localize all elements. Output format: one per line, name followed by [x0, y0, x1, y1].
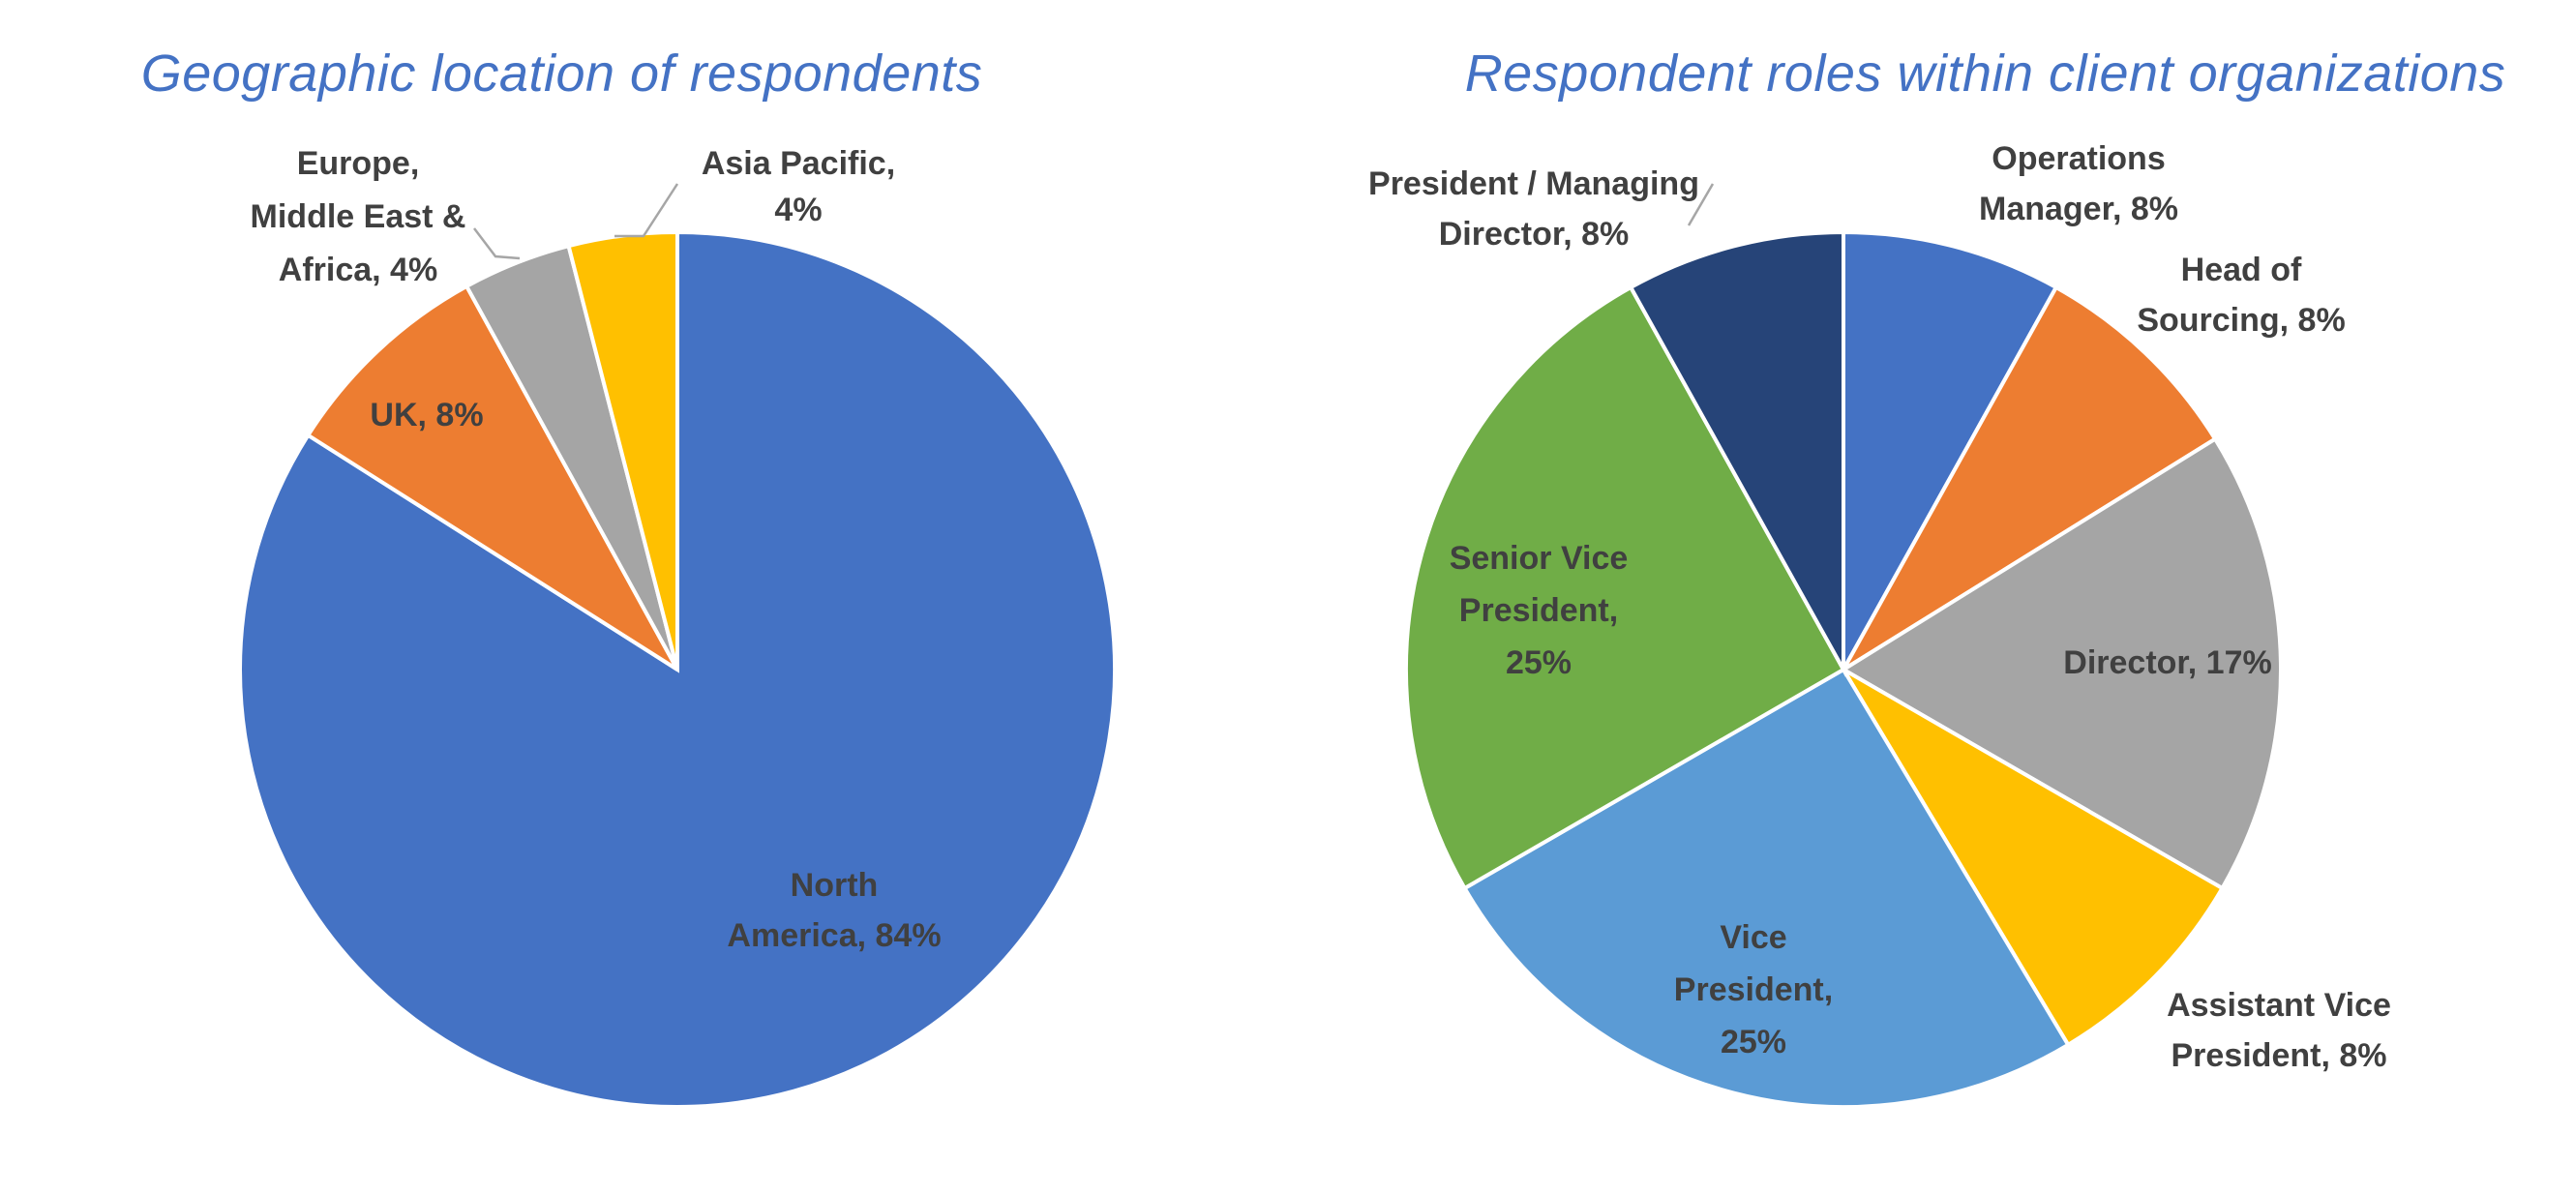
data-label-president-managing-director: President / Managing Director, 8% — [1368, 165, 1699, 253]
data-label-line: Director, 17% — [2063, 644, 2271, 681]
pie-slice-assistant-vice-president — [1838, 664, 2226, 1048]
data-label-assistant-vice-president: Assistant Vice President, 8% — [2167, 987, 2391, 1074]
data-label-line: President / Managing — [1368, 165, 1699, 202]
data-label-line: President, — [1459, 592, 1618, 629]
data-label-line: Africa, 4% — [279, 252, 437, 288]
data-label-director: Director, 17% — [2063, 644, 2271, 681]
data-label-line: UK, 8% — [370, 397, 483, 433]
data-label-line: 4% — [774, 192, 822, 228]
data-label-line: 25% — [1506, 644, 1572, 681]
data-label-line: Sourcing, 8% — [2137, 302, 2345, 339]
data-label-line: Europe, — [297, 145, 420, 182]
data-label-line: Manager, 8% — [1979, 191, 2178, 227]
data-label-line: Director, 8% — [1439, 216, 1630, 253]
data-label-operations-manager: Operations Manager, 8% — [1979, 140, 2178, 227]
geography-pie-chart: Geographic location of respondents — [140, 45, 983, 103]
data-label-line: North — [791, 867, 879, 904]
leader-line-president-managing-director — [1687, 183, 1715, 226]
chart-title: Geographic location of respondents — [140, 45, 983, 103]
data-label-europe-middle-east-africa: Europe, Middle East & Africa, 4% — [251, 145, 466, 288]
data-label-vice-president: Vice President, 25% — [1674, 919, 1833, 1060]
data-label-head-of-sourcing: Head of Sourcing, 8% — [2137, 252, 2345, 339]
pie-slice-operations-manager — [1842, 229, 2059, 677]
leader-line-europe-middle-east-africa — [473, 227, 521, 260]
data-label-line: Assistant Vice — [2167, 987, 2391, 1024]
data-label-line: Asia Pacific, — [702, 145, 895, 182]
data-label-line: President, — [1674, 971, 1833, 1008]
data-label-line: Head of — [2181, 252, 2302, 288]
data-label-uk: UK, 8% — [370, 397, 483, 433]
data-label-north-america: North America, 84% — [727, 867, 941, 954]
pie-slice-director — [1840, 435, 2283, 891]
pie-slice-head-of-sourcing — [1838, 284, 2218, 675]
data-label-line: Vice — [1720, 919, 1786, 956]
pie-roles: Operations Manager, 8%Head of Sourcing, 8%… — [1368, 140, 2391, 1109]
data-label-line: Operations — [1992, 140, 2165, 177]
pie-slice-vice-president — [1461, 667, 2071, 1109]
roles-pie-chart: Respondent roles within client organizat… — [1288, 0, 2576, 1194]
pie-slice-uk — [305, 284, 679, 672]
data-label-line: 25% — [1721, 1024, 1786, 1060]
data-label-senior-vice-president: Senior Vice President, 25% — [1450, 540, 1629, 681]
pie-geography: North America, 84% UK, 8% Europe, Middle Eas… — [238, 145, 1117, 1109]
data-label-asia-pacific: Asia Pacific, 4% — [702, 145, 895, 228]
data-label-line: Middle East & — [251, 198, 466, 235]
pie-slice-senior-vice-president — [1404, 284, 1846, 891]
data-label-line: Senior Vice — [1450, 540, 1629, 577]
chart-title: Respondent roles within client organizat… — [1464, 45, 2506, 103]
data-label-line: President, 8% — [2172, 1037, 2387, 1074]
leader-line-asia-pacific — [614, 183, 679, 238]
data-label-line: America, 84% — [727, 917, 941, 954]
pie-slice-president-managing-director — [1628, 229, 1845, 677]
